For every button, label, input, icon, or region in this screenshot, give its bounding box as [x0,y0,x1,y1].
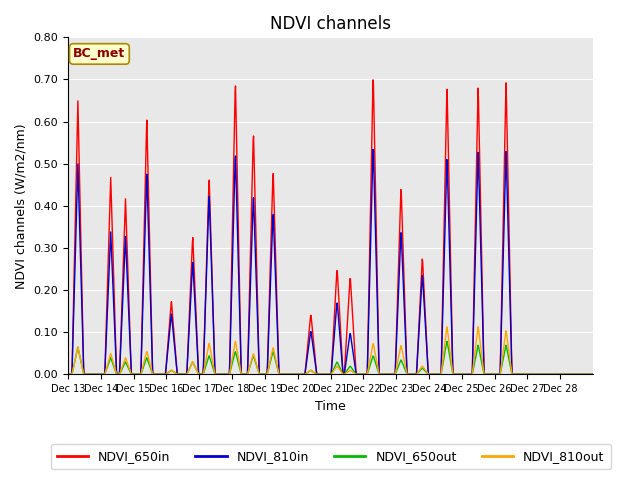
Y-axis label: NDVI channels (W/m2/nm): NDVI channels (W/m2/nm) [15,123,28,288]
Legend: NDVI_650in, NDVI_810in, NDVI_650out, NDVI_810out: NDVI_650in, NDVI_810in, NDVI_650out, NDV… [51,444,611,469]
Text: BC_met: BC_met [73,48,125,60]
Title: NDVI channels: NDVI channels [270,15,391,33]
X-axis label: Time: Time [315,400,346,413]
